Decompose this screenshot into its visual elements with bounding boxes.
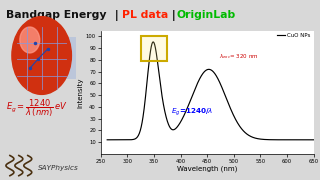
FancyBboxPatch shape bbox=[55, 37, 76, 79]
Text: $E_g$=1240/$\lambda$: $E_g$=1240/$\lambda$ bbox=[171, 106, 213, 118]
Legend: CuO NPs: CuO NPs bbox=[277, 33, 311, 38]
Text: Bandgap Energy: Bandgap Energy bbox=[6, 10, 111, 20]
Circle shape bbox=[12, 17, 71, 94]
Text: $E_g = \dfrac{1240}{\lambda\,(nm)}\,eV$: $E_g = \dfrac{1240}{\lambda\,(nm)}\,eV$ bbox=[6, 97, 68, 119]
Circle shape bbox=[20, 27, 40, 53]
Text: |: | bbox=[168, 10, 176, 21]
Y-axis label: Intensity: Intensity bbox=[78, 77, 84, 107]
Text: |: | bbox=[111, 10, 122, 21]
Text: $\lambda_{exc}$= 320 nm: $\lambda_{exc}$= 320 nm bbox=[219, 52, 258, 61]
Text: SAYPhysics: SAYPhysics bbox=[38, 165, 78, 172]
X-axis label: Wavelength (nm): Wavelength (nm) bbox=[177, 166, 237, 172]
FancyBboxPatch shape bbox=[141, 37, 167, 61]
Text: PL data: PL data bbox=[122, 10, 168, 20]
Text: OriginLab: OriginLab bbox=[176, 10, 236, 20]
